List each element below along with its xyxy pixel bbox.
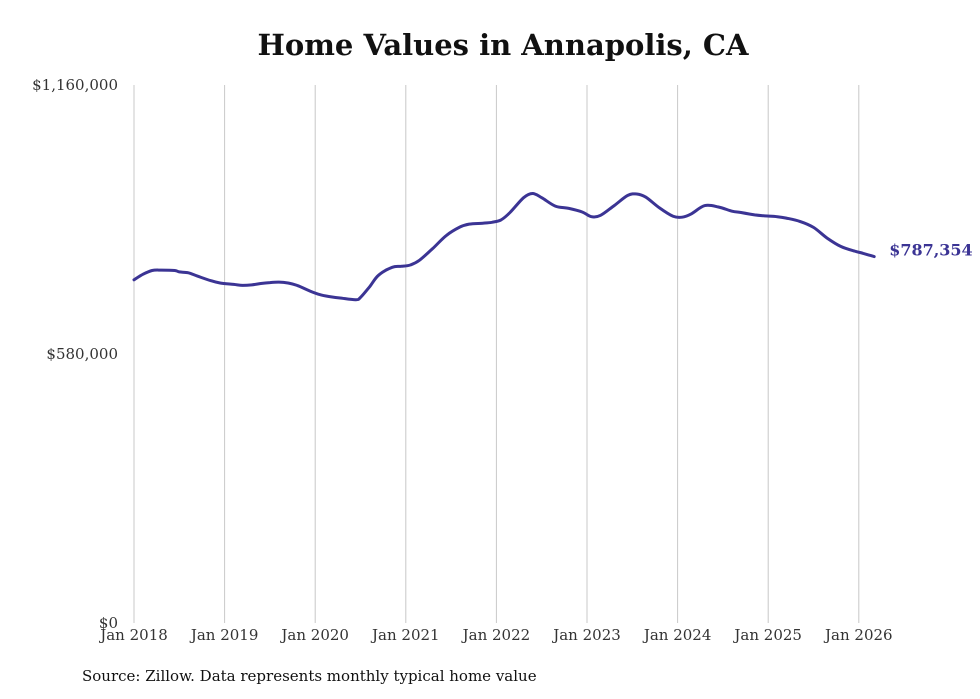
x-tick-label: Jan 2019 bbox=[189, 626, 259, 644]
grid-lines bbox=[133, 85, 860, 623]
x-tick-label: Jan 2023 bbox=[551, 626, 621, 644]
y-tick-label: $1,160,000 bbox=[32, 76, 118, 94]
y-axis-ticks: $0 $580,000 $1,160,000 bbox=[32, 76, 118, 632]
y-tick-label: $0 bbox=[99, 614, 118, 632]
x-tick-label: Jan 2025 bbox=[732, 626, 802, 644]
home-value-line bbox=[132, 192, 876, 302]
source-note: Source: Zillow. Data represents monthly … bbox=[82, 667, 537, 685]
y-tick-label: $580,000 bbox=[46, 345, 118, 363]
end-value-label: $787,354 bbox=[889, 241, 973, 260]
x-tick-label: Jan 2022 bbox=[461, 626, 531, 644]
chart-title: Home Values in Annapolis, CA bbox=[257, 28, 749, 62]
x-tick-label: Jan 2024 bbox=[642, 626, 712, 644]
x-tick-label: Jan 2020 bbox=[279, 626, 349, 644]
x-tick-label: Jan 2021 bbox=[370, 626, 440, 644]
x-tick-label: Jan 2018 bbox=[98, 626, 168, 644]
x-tick-label: Jan 2026 bbox=[823, 626, 893, 644]
x-axis-ticks: Jan 2018 Jan 2019 Jan 2020 Jan 2021 Jan 2022… bbox=[98, 626, 892, 644]
